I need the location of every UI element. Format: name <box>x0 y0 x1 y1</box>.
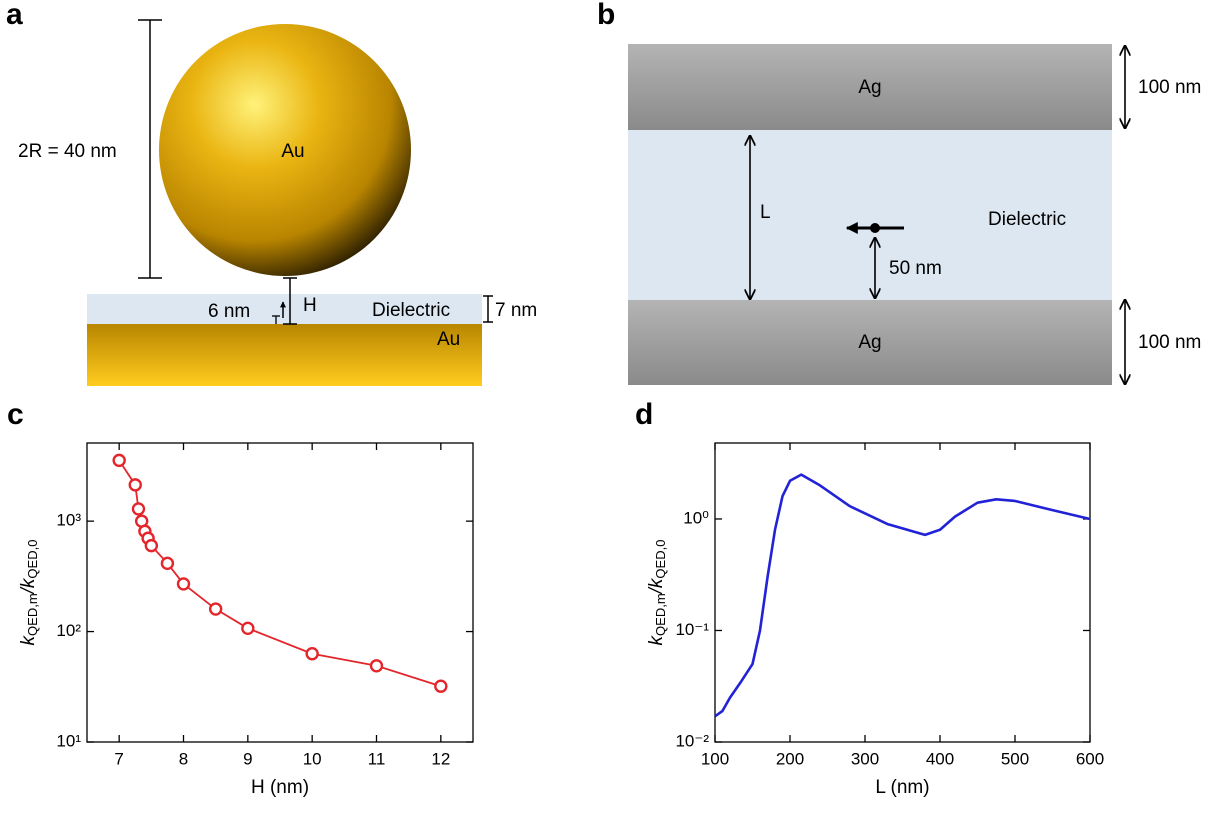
x-axis-label: L (nm) <box>875 777 929 798</box>
height-label: H <box>303 295 317 316</box>
y-tick-label: 10³ <box>56 511 81 530</box>
data-line <box>715 475 1090 717</box>
y-tick-label: 10² <box>56 621 81 640</box>
y-axis-label-part: QED,0 <box>25 540 40 579</box>
y-tick-label: 10⁻² <box>675 731 709 750</box>
gap-label: L <box>760 202 771 223</box>
x-tick-label: 100 <box>701 749 729 768</box>
data-point <box>162 558 173 569</box>
data-point <box>130 479 141 490</box>
figure: a 2R = 40 nm Au 6 nm H Dielectric 7 nm A… <box>0 0 1231 815</box>
y-axis-label: kQED,m/kQED,0 <box>646 540 668 646</box>
x-tick-label: 600 <box>1076 749 1104 768</box>
bottom-thickness-label: 100 nm <box>1138 332 1201 353</box>
data-point <box>114 455 125 466</box>
panel-letter: b <box>597 0 615 31</box>
data-point <box>146 540 157 551</box>
x-axis-label: H (nm) <box>251 777 309 798</box>
y-axis-label-part: QED,m <box>25 593 40 636</box>
y-axis-label-part: QED,m <box>653 593 668 636</box>
substrate-label: Au <box>437 329 460 350</box>
data-point <box>133 503 144 514</box>
panel-letter: a <box>6 0 23 31</box>
gap-label: 6 nm <box>208 301 250 322</box>
dipole-height-label: 50 nm <box>889 258 942 279</box>
data-point <box>210 604 221 615</box>
y-axis-label: kQED,m/kQED,0 <box>18 540 40 646</box>
x-tick-label: 12 <box>431 749 450 768</box>
x-tick-label: 200 <box>776 749 804 768</box>
x-tick-label: 9 <box>243 749 252 768</box>
top-label: Ag <box>858 77 881 98</box>
x-tick-label: 500 <box>1001 749 1029 768</box>
diameter-label: 2R = 40 nm <box>18 141 117 162</box>
sphere-label: Au <box>281 141 304 162</box>
y-axis-label-part: /k <box>646 577 667 595</box>
top-thickness-label: 100 nm <box>1138 77 1201 98</box>
panel-a: a 2R = 40 nm Au 6 nm H Dielectric 7 nm A… <box>6 0 537 386</box>
x-tick-label: 300 <box>851 749 879 768</box>
data-point <box>435 681 446 692</box>
y-tick-label: 10¹ <box>56 731 81 750</box>
layer-label: Dielectric <box>372 300 450 321</box>
panel-letter: d <box>635 398 653 431</box>
x-tick-label: 7 <box>114 749 123 768</box>
gold-substrate <box>87 324 482 386</box>
data-point <box>307 648 318 659</box>
x-tick-label: 11 <box>368 749 386 768</box>
y-tick-label: 10⁰ <box>683 508 709 527</box>
x-tick-label: 10 <box>303 749 322 768</box>
plot-frame <box>715 443 1090 742</box>
bottom-label: Ag <box>858 332 881 353</box>
data-point <box>242 623 253 634</box>
plot-frame <box>87 443 473 742</box>
panel-b: b Ag Ag 100 nm 100 nm L Dielectric 50 nm <box>597 0 1201 385</box>
dipole <box>870 223 880 233</box>
data-line <box>119 460 441 686</box>
panel-letter: c <box>7 398 24 431</box>
data-point <box>178 578 189 589</box>
data-point <box>371 660 382 671</box>
y-axis-label-part: QED,0 <box>653 540 668 579</box>
y-axis-label-part: /k <box>18 577 39 595</box>
layer-label: Dielectric <box>988 209 1066 230</box>
layer-thickness-label: 7 nm <box>495 300 537 321</box>
y-tick-label: 10⁻¹ <box>675 620 709 639</box>
x-tick-label: 400 <box>926 749 954 768</box>
x-tick-label: 8 <box>179 749 188 768</box>
